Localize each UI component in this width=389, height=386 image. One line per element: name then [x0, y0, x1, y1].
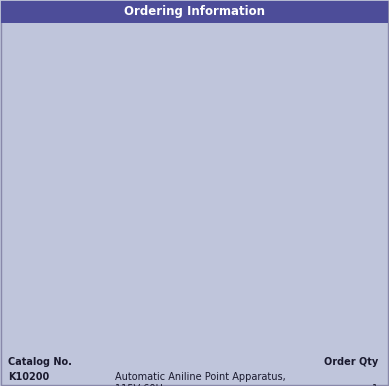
Text: Automatic Aniline Point Apparatus,: Automatic Aniline Point Apparatus,	[115, 372, 286, 382]
Text: Catalog No.: Catalog No.	[8, 357, 72, 367]
Bar	[1, 1, 388, 23]
Text: Ordering Information: Ordering Information	[124, 5, 265, 19]
Text: K10200: K10200	[8, 372, 49, 382]
Text: 1: 1	[372, 384, 378, 386]
Text: Order Qty: Order Qty	[324, 357, 378, 367]
Text: 115V 60Hz: 115V 60Hz	[115, 384, 168, 386]
